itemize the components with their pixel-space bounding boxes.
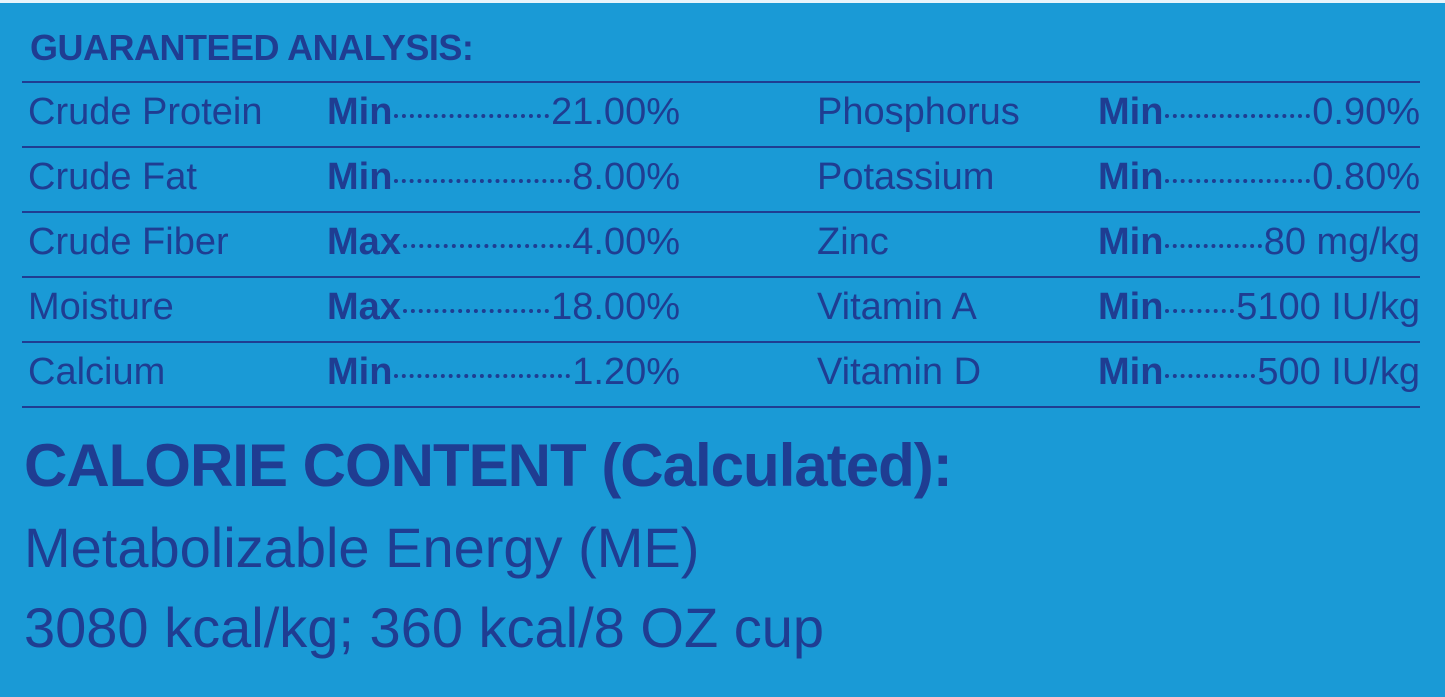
table-row: Crude Protein Min 21.00% Phosphorus Min 0.90% [22, 81, 1420, 146]
table-row: Moisture Max 18.00% Vitamin A Min 5100 IU/kg [22, 276, 1420, 341]
qualifier: Min [1098, 221, 1164, 263]
leader-dots [1165, 244, 1262, 248]
nutrient-name: Vitamin D [817, 351, 982, 393]
nutrient-amount: Min 21.00% [327, 91, 680, 134]
nutrient-name: Crude Fat [28, 156, 197, 198]
amount-value: 18.00% [551, 286, 680, 328]
nutrient-amount: Max 4.00% [327, 221, 680, 264]
calorie-title: CALORIE CONTENT (Calculated): [24, 432, 953, 499]
nutrient-amount: Min 8.00% [327, 156, 680, 199]
amount-value: 1.20% [572, 351, 680, 393]
nutrient-name: Calcium [28, 351, 166, 393]
leader-dots [402, 309, 550, 313]
calorie-line: 3080 kcal/kg; 360 kcal/8 OZ cup [24, 596, 824, 659]
leader-dots [1165, 179, 1311, 183]
nutrient-name: Moisture [28, 286, 174, 328]
leader-dots [1165, 114, 1311, 118]
leader-dots [394, 374, 571, 378]
qualifier: Min [327, 351, 393, 393]
amount-value: 4.00% [572, 221, 680, 263]
nutrient-amount: Min 0.80% [1098, 156, 1420, 199]
leader-dots [394, 179, 571, 183]
amount-value: 8.00% [572, 156, 680, 198]
qualifier: Min [327, 91, 393, 133]
leader-dots [1165, 374, 1256, 378]
leader-dots [402, 244, 571, 248]
table-row: Crude Fat Min 8.00% Potassium Min 0.80% [22, 146, 1420, 211]
amount-value: 80 mg/kg [1263, 221, 1420, 263]
nutrient-amount: Max 18.00% [327, 286, 680, 329]
leader-dots [394, 114, 550, 118]
qualifier: Min [1098, 351, 1164, 393]
amount-value: 0.80% [1312, 156, 1420, 198]
nutrient-amount: Min 80 mg/kg [1098, 221, 1420, 264]
amount-value: 0.90% [1312, 91, 1420, 133]
nutrient-name: Phosphorus [817, 91, 1020, 133]
qualifier: Min [1098, 156, 1164, 198]
amount-value: 500 IU/kg [1257, 351, 1420, 393]
table-row: Calcium Min 1.20% Vitamin D Min 500 IU/kg [22, 341, 1420, 408]
nutrient-amount: Min 5100 IU/kg [1098, 286, 1420, 329]
qualifier: Min [327, 156, 393, 198]
qualifier: Max [327, 221, 401, 263]
nutrient-amount: Min 1.20% [327, 351, 680, 394]
amount-value: 5100 IU/kg [1236, 286, 1420, 328]
leader-dots [1165, 309, 1235, 313]
nutrient-amount: Min 500 IU/kg [1098, 351, 1420, 394]
qualifier: Min [1098, 286, 1164, 328]
nutrient-name: Potassium [817, 156, 995, 198]
calorie-line: Metabolizable Energy (ME) [24, 516, 700, 579]
qualifier: Min [1098, 91, 1164, 133]
amount-value: 21.00% [551, 91, 680, 133]
nutrient-name: Vitamin A [817, 286, 977, 328]
section-title: GUARANTEED ANALYSIS: [30, 27, 474, 68]
nutrient-amount: Min 0.90% [1098, 91, 1420, 134]
qualifier: Max [327, 286, 401, 328]
nutrient-name: Crude Protein [28, 91, 263, 133]
nutrient-name: Crude Fiber [28, 221, 229, 263]
nutrient-name: Zinc [817, 221, 889, 263]
table-row: Crude Fiber Max 4.00% Zinc Min 80 mg/kg [22, 211, 1420, 276]
